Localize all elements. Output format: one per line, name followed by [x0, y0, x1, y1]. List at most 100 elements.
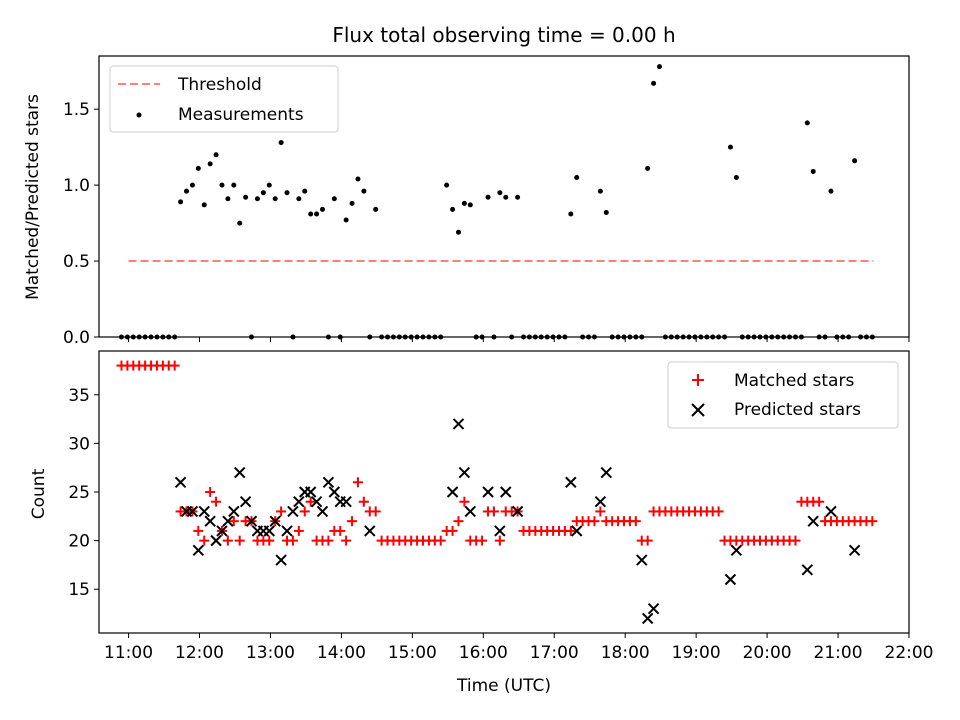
measurement-point: [698, 334, 704, 340]
measurement-point: [515, 194, 521, 200]
measurement-point: [834, 334, 840, 340]
measurement-point: [213, 152, 219, 158]
chart-title: Flux total observing time = 0.00 h: [332, 23, 675, 47]
measurement-point: [716, 334, 722, 340]
predicted-point: [239, 496, 252, 508]
bottom-y-tick-label: 20: [68, 532, 90, 552]
predicted-point: [310, 496, 323, 508]
measurement-point: [219, 182, 225, 188]
measurement-point: [278, 140, 284, 146]
predicted-point: [482, 486, 494, 498]
bottom-y-tick-label: 35: [68, 386, 90, 406]
legend-predicted-label: Predicted stars: [734, 400, 861, 420]
measurement-point: [420, 334, 426, 340]
bottom-x-ticks: 11:00 12:00 13:00 14:00 15:00 16:00 17:00 18:00…: [104, 633, 934, 663]
measurement-point: [296, 196, 302, 202]
measurement-point: [751, 334, 757, 340]
matched-point: [341, 535, 352, 546]
top-y-ticks: 0.0 0.5 1.0 1.5: [63, 100, 99, 348]
measurement-point: [822, 334, 828, 340]
matched-point: [222, 535, 233, 546]
top-y-tick-label: 0.5: [63, 252, 90, 272]
measurement-point: [828, 188, 834, 194]
predicted-point: [801, 564, 814, 576]
x-tick-label: 12:00: [175, 643, 224, 663]
predicted-point: [275, 554, 287, 566]
measurement-point: [154, 334, 160, 340]
matched-point: [205, 487, 216, 497]
measurement-point: [308, 211, 314, 217]
bottom-y-axis-label: Count: [29, 468, 49, 519]
predicted-point: [571, 525, 583, 537]
measurement-point: [331, 196, 337, 202]
measurement-point: [580, 334, 586, 340]
measurement-point: [260, 190, 266, 196]
matched-point: [459, 496, 470, 507]
matched-point: [169, 360, 180, 371]
predicted-point: [641, 612, 654, 625]
measurement-point: [473, 334, 479, 340]
predicted-point: [269, 515, 281, 527]
x-tick-label: 15:00: [388, 643, 437, 663]
measurement-point: [503, 194, 509, 200]
measurement-point: [556, 334, 562, 340]
legend-predicted-swatch: [691, 403, 705, 417]
measurement-point: [379, 334, 385, 340]
predicted-point: [807, 515, 819, 527]
legend-matched-swatch: [692, 374, 704, 386]
predicted-point: [340, 496, 352, 508]
measurement-point: [402, 334, 408, 340]
measurement-point: [739, 334, 745, 340]
measurement-point: [704, 334, 710, 340]
predicted-point: [825, 505, 837, 518]
predicted-points: [174, 418, 861, 625]
matched-point: [370, 506, 381, 517]
top-y-tick-label: 1.5: [63, 100, 90, 120]
predicted-point: [174, 476, 187, 488]
measurement-point: [858, 334, 864, 340]
matched-point: [276, 506, 287, 517]
measurement-point: [254, 196, 260, 202]
measurement-point: [237, 220, 243, 226]
matched-point: [453, 516, 464, 527]
measurement-point: [166, 334, 172, 340]
measurement-point: [479, 334, 485, 340]
measurement-point: [798, 334, 804, 340]
predicted-point: [186, 505, 199, 518]
measurement-point: [674, 334, 680, 340]
matched-point: [199, 535, 210, 546]
bottom-y-ticks: 15 20 25 30 35: [68, 386, 99, 600]
measurement-point: [787, 334, 793, 340]
measurement-point: [485, 194, 491, 200]
top-plot-frame: [98, 55, 910, 338]
matched-point: [447, 525, 458, 536]
measurement-point: [769, 334, 775, 340]
x-axis-label: Time (UTC): [456, 676, 551, 696]
measurement-point: [852, 158, 858, 164]
matched-point: [287, 535, 298, 546]
predicted-point: [452, 418, 465, 430]
measurement-point: [662, 334, 668, 340]
x-tick-label: 20:00: [743, 643, 792, 663]
measurement-point: [727, 144, 733, 150]
measurement-point: [633, 334, 639, 340]
measurement-point: [526, 334, 532, 340]
top-legend: Threshold Measurements: [109, 65, 339, 133]
x-tick-label: 17:00: [530, 643, 579, 663]
measurement-point: [869, 334, 875, 340]
measurement-point: [207, 161, 213, 167]
measurement-point: [343, 217, 349, 223]
top-legend-box: [109, 65, 339, 133]
measurement-point: [361, 188, 367, 194]
measurement-point: [574, 175, 580, 181]
measurement-point: [656, 64, 662, 70]
measurement-point: [668, 334, 674, 340]
measurement-point: [840, 334, 846, 340]
measurement-point: [450, 206, 456, 212]
x-tick-label: 11:00: [104, 643, 153, 663]
matched-point: [713, 506, 724, 517]
matched-points: [116, 360, 878, 546]
measurement-point: [302, 188, 308, 194]
measurement-point: [591, 334, 597, 340]
matched-point: [335, 525, 346, 536]
